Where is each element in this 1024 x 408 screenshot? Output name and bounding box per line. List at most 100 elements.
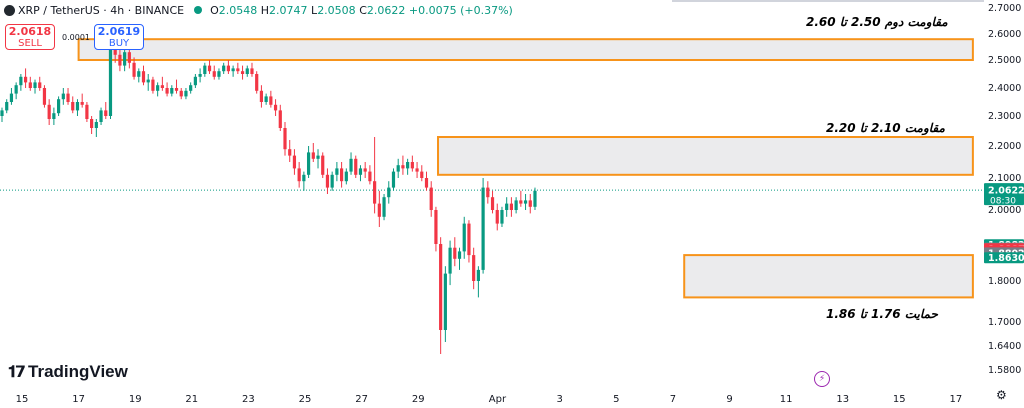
candle-body bbox=[434, 210, 438, 244]
zone-resistance1 bbox=[437, 136, 974, 176]
close-label: C bbox=[359, 4, 367, 17]
candle-body bbox=[429, 187, 433, 210]
candle-body bbox=[240, 71, 245, 74]
spread-value: 0.0001 bbox=[62, 33, 90, 42]
candle-body bbox=[481, 187, 485, 270]
candle-body bbox=[250, 68, 254, 74]
candle-body bbox=[9, 93, 14, 102]
x-tick-label: 27 bbox=[355, 394, 368, 405]
candle-body bbox=[57, 99, 61, 114]
x-tick-label: 19 bbox=[129, 394, 142, 405]
x-tick-label: 11 bbox=[780, 394, 793, 405]
candle-body bbox=[189, 85, 193, 91]
sell-price: 2.0618 bbox=[8, 25, 52, 38]
x-tick-label: 21 bbox=[185, 394, 198, 405]
candle-body bbox=[141, 71, 146, 83]
candle-body bbox=[61, 93, 65, 100]
candle-body bbox=[127, 52, 131, 63]
candle-body bbox=[273, 104, 278, 111]
candle-body bbox=[302, 174, 306, 182]
candle-body bbox=[66, 93, 70, 102]
candle-body bbox=[71, 102, 75, 111]
y-tick-label: 2.0000 bbox=[988, 205, 1021, 216]
candle-body bbox=[472, 255, 476, 281]
candle-body bbox=[269, 96, 273, 105]
symbol-title[interactable]: XRP / TetherUS · 4h · BINANCE bbox=[18, 4, 185, 17]
y-tick-label: 1.7000 bbox=[988, 317, 1021, 328]
candle-body bbox=[94, 122, 98, 128]
candle-body bbox=[231, 68, 235, 72]
candle-body bbox=[325, 174, 330, 188]
y-tick-label: 2.3000 bbox=[988, 111, 1021, 122]
open-label: O bbox=[210, 4, 219, 17]
candle-body bbox=[391, 171, 396, 188]
candle-body bbox=[358, 168, 363, 175]
candle-body bbox=[424, 178, 429, 188]
price-label-box bbox=[984, 252, 1024, 264]
x-tick-label: 17 bbox=[72, 394, 85, 405]
candle-body bbox=[132, 62, 136, 77]
low-label: L bbox=[311, 4, 318, 17]
candle-body bbox=[443, 273, 447, 330]
candle-body bbox=[151, 79, 155, 91]
x-tick-label: 5 bbox=[613, 394, 619, 405]
candle-body bbox=[292, 155, 297, 169]
candle-body bbox=[476, 269, 480, 281]
candle-body bbox=[453, 247, 457, 259]
candle-body bbox=[377, 203, 381, 217]
x-tick-label: 7 bbox=[670, 394, 676, 405]
candle-body bbox=[146, 79, 150, 83]
zone-support bbox=[683, 254, 974, 299]
logo-text: TradingView bbox=[28, 362, 128, 381]
candle-body bbox=[217, 71, 221, 77]
candle-body bbox=[23, 76, 28, 83]
price-label-countdown: 08:30 bbox=[990, 197, 1016, 207]
open-value: 2.0548 bbox=[218, 4, 258, 17]
candle-body bbox=[165, 88, 169, 94]
candle-body bbox=[226, 65, 230, 72]
candle-body bbox=[354, 158, 358, 175]
candle-body bbox=[467, 223, 471, 256]
candle-body bbox=[495, 210, 499, 224]
candle-body bbox=[104, 110, 108, 116]
lightning-icon[interactable]: ⚡ bbox=[814, 371, 830, 387]
candle-body bbox=[349, 158, 353, 172]
support-annotation: حمایت 1.76 تا 1.86 bbox=[826, 307, 938, 321]
candle-body bbox=[245, 68, 249, 74]
candle-body bbox=[448, 247, 452, 274]
candle-body bbox=[462, 223, 466, 252]
candle-body bbox=[42, 88, 47, 105]
sell-button[interactable]: 2.0618 SELL bbox=[5, 24, 55, 50]
y-tick-label: 2.6000 bbox=[988, 29, 1021, 40]
resistance2-annotation: مقاومت دوم 2.50 تا 2.60 bbox=[806, 15, 948, 29]
candle-body bbox=[47, 104, 51, 119]
candle-body bbox=[311, 152, 315, 159]
x-tick-label: Apr bbox=[489, 394, 507, 405]
candle-body bbox=[90, 119, 94, 128]
tradingview-logo-icon: 𝟏𝟳 bbox=[8, 364, 26, 381]
tradingview-logo[interactable]: 𝟏𝟳 TradingView bbox=[8, 362, 128, 382]
candle-body bbox=[123, 52, 127, 66]
candle-body bbox=[509, 203, 513, 210]
buy-button[interactable]: 2.0619 BUY bbox=[94, 24, 144, 50]
candle-body bbox=[297, 168, 301, 182]
candle-body bbox=[207, 65, 212, 72]
candle-body bbox=[118, 54, 122, 66]
change-value: +0.0075 (+0.37%) bbox=[408, 4, 513, 17]
x-tick-label: 25 bbox=[299, 394, 312, 405]
candle-body bbox=[490, 197, 495, 210]
candle-body bbox=[519, 200, 523, 204]
x-tick-label: 15 bbox=[893, 394, 906, 405]
candle-body bbox=[236, 68, 240, 72]
candle-body bbox=[363, 168, 367, 172]
resistance1-annotation: مقاومت 2.10 تا 2.20 bbox=[826, 121, 945, 135]
y-tick-label: 2.5000 bbox=[988, 55, 1021, 66]
buy-label: BUY bbox=[108, 38, 130, 49]
y-tick-label: 2.7000 bbox=[988, 3, 1021, 14]
candle-body bbox=[259, 90, 264, 102]
candle-body bbox=[0, 110, 4, 116]
settings-gear-icon[interactable]: ⚙ bbox=[996, 388, 1007, 402]
candle-body bbox=[80, 102, 84, 105]
candle-body bbox=[316, 155, 320, 159]
